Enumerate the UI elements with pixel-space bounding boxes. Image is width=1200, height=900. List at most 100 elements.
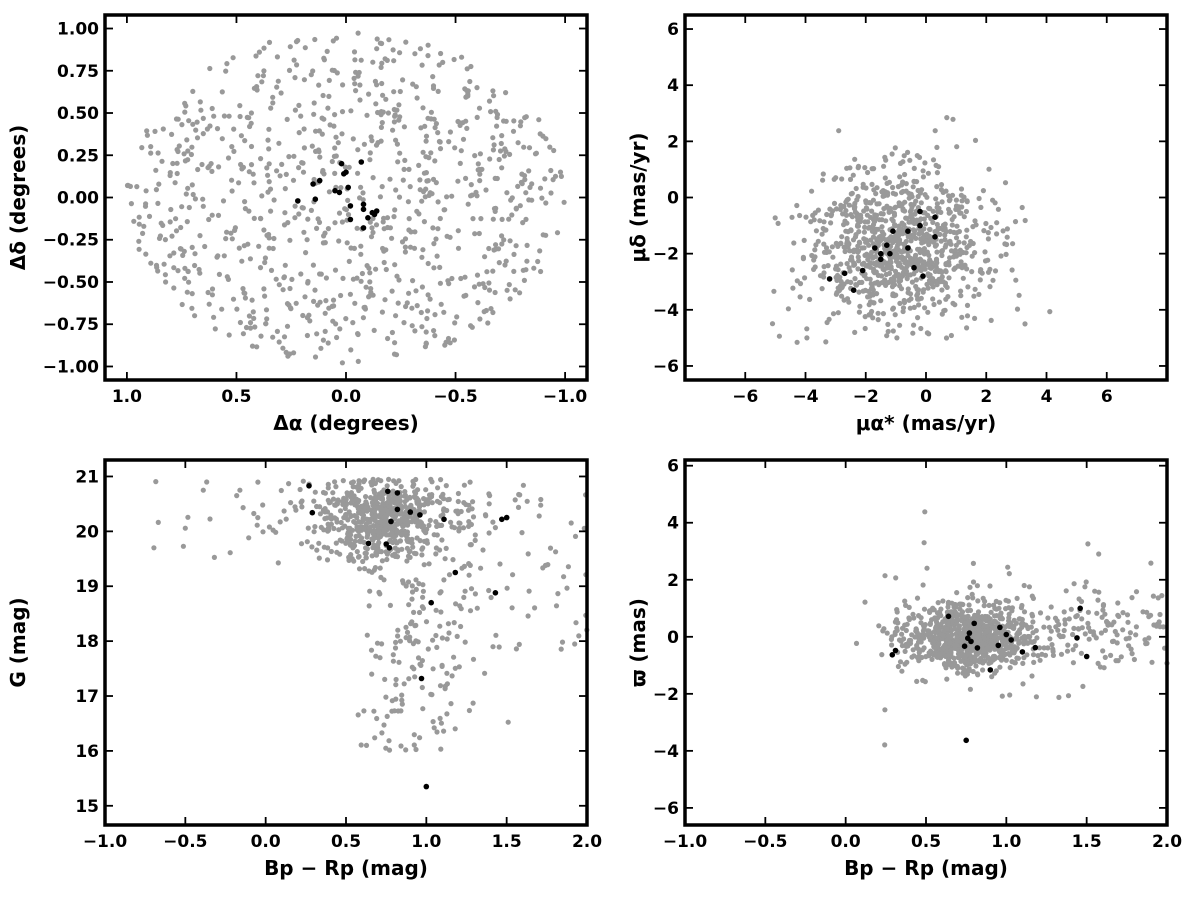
data-point xyxy=(939,287,945,293)
data-point xyxy=(1005,598,1012,604)
data-point xyxy=(348,532,354,538)
data-point xyxy=(854,214,860,220)
data-point xyxy=(220,198,227,204)
data-point xyxy=(995,206,1002,212)
data-point xyxy=(480,547,486,553)
data-point xyxy=(876,623,882,629)
data-point xyxy=(423,186,429,192)
data-point xyxy=(539,195,545,201)
data-point xyxy=(339,360,345,366)
data-point xyxy=(411,609,417,616)
data-point xyxy=(363,555,369,561)
data-point xyxy=(255,73,261,79)
data-point xyxy=(261,227,267,233)
data-point xyxy=(370,175,376,181)
data-point xyxy=(785,306,792,312)
data-point xyxy=(488,594,494,601)
data-point xyxy=(309,509,316,516)
data-point xyxy=(136,214,142,220)
data-point xyxy=(1003,657,1009,663)
data-point xyxy=(215,212,222,218)
data-point xyxy=(859,261,866,267)
data-point xyxy=(519,530,525,536)
data-point xyxy=(247,320,254,326)
data-point xyxy=(521,277,528,283)
data-point xyxy=(862,252,868,258)
data-point xyxy=(872,254,879,260)
data-point xyxy=(320,240,326,246)
data-point xyxy=(334,334,340,341)
data-point xyxy=(360,190,366,196)
data-point xyxy=(1133,632,1139,638)
data-point xyxy=(1033,628,1039,634)
x-tick-label: 1.0 xyxy=(411,832,441,852)
data-point xyxy=(321,57,327,63)
data-point xyxy=(229,177,235,183)
data-point xyxy=(931,301,937,308)
data-point xyxy=(173,228,180,234)
data-point xyxy=(964,227,970,233)
data-point xyxy=(423,341,429,347)
data-point xyxy=(901,222,907,228)
data-point xyxy=(892,222,898,228)
x-tick-label: 0 xyxy=(920,387,932,407)
data-point xyxy=(139,145,145,151)
data-point xyxy=(476,166,482,173)
data-point xyxy=(886,179,893,185)
data-point xyxy=(438,720,444,726)
data-point xyxy=(283,516,289,522)
data-point xyxy=(524,242,530,248)
data-point xyxy=(404,300,410,306)
data-point xyxy=(200,487,206,493)
data-point xyxy=(958,259,964,265)
data-point xyxy=(445,621,451,627)
data-point xyxy=(879,224,885,230)
data-point xyxy=(949,192,956,198)
data-point xyxy=(889,284,896,290)
y-tick-label: 6 xyxy=(667,457,679,477)
data-point xyxy=(902,260,908,266)
data-point xyxy=(978,204,984,210)
data-point xyxy=(415,655,422,661)
data-point xyxy=(504,287,510,293)
data-point xyxy=(276,282,282,288)
data-point xyxy=(1029,639,1035,645)
data-point xyxy=(312,524,318,530)
data-point xyxy=(850,287,857,294)
data-point xyxy=(891,212,898,218)
data-point xyxy=(1030,595,1036,602)
data-point xyxy=(872,218,878,225)
data-point xyxy=(1022,321,1028,327)
data-point xyxy=(252,324,258,330)
data-point xyxy=(892,204,899,210)
y-tick-label: −0.25 xyxy=(43,231,99,251)
data-point xyxy=(959,265,965,271)
data-point xyxy=(1064,648,1071,654)
data-point xyxy=(417,735,423,741)
data-point xyxy=(238,161,244,168)
data-point xyxy=(851,249,857,255)
data-point xyxy=(426,155,432,161)
data-point xyxy=(351,75,357,81)
data-point xyxy=(365,540,372,547)
data-point xyxy=(333,540,339,546)
data-point xyxy=(413,288,419,294)
data-point xyxy=(463,118,469,124)
data-point xyxy=(913,283,919,290)
data-point xyxy=(181,151,187,157)
data-point xyxy=(321,527,327,533)
data-point xyxy=(992,656,998,662)
data-point xyxy=(326,189,332,195)
data-point xyxy=(839,293,845,299)
data-point xyxy=(276,339,282,345)
data-point xyxy=(515,504,522,510)
data-point xyxy=(951,655,957,661)
data-point xyxy=(377,194,383,200)
data-point xyxy=(915,296,921,302)
data-point xyxy=(797,212,803,219)
data-point xyxy=(917,222,923,229)
data-point xyxy=(455,178,461,184)
data-point xyxy=(444,711,450,717)
data-point xyxy=(875,317,881,323)
data-point xyxy=(438,477,444,483)
